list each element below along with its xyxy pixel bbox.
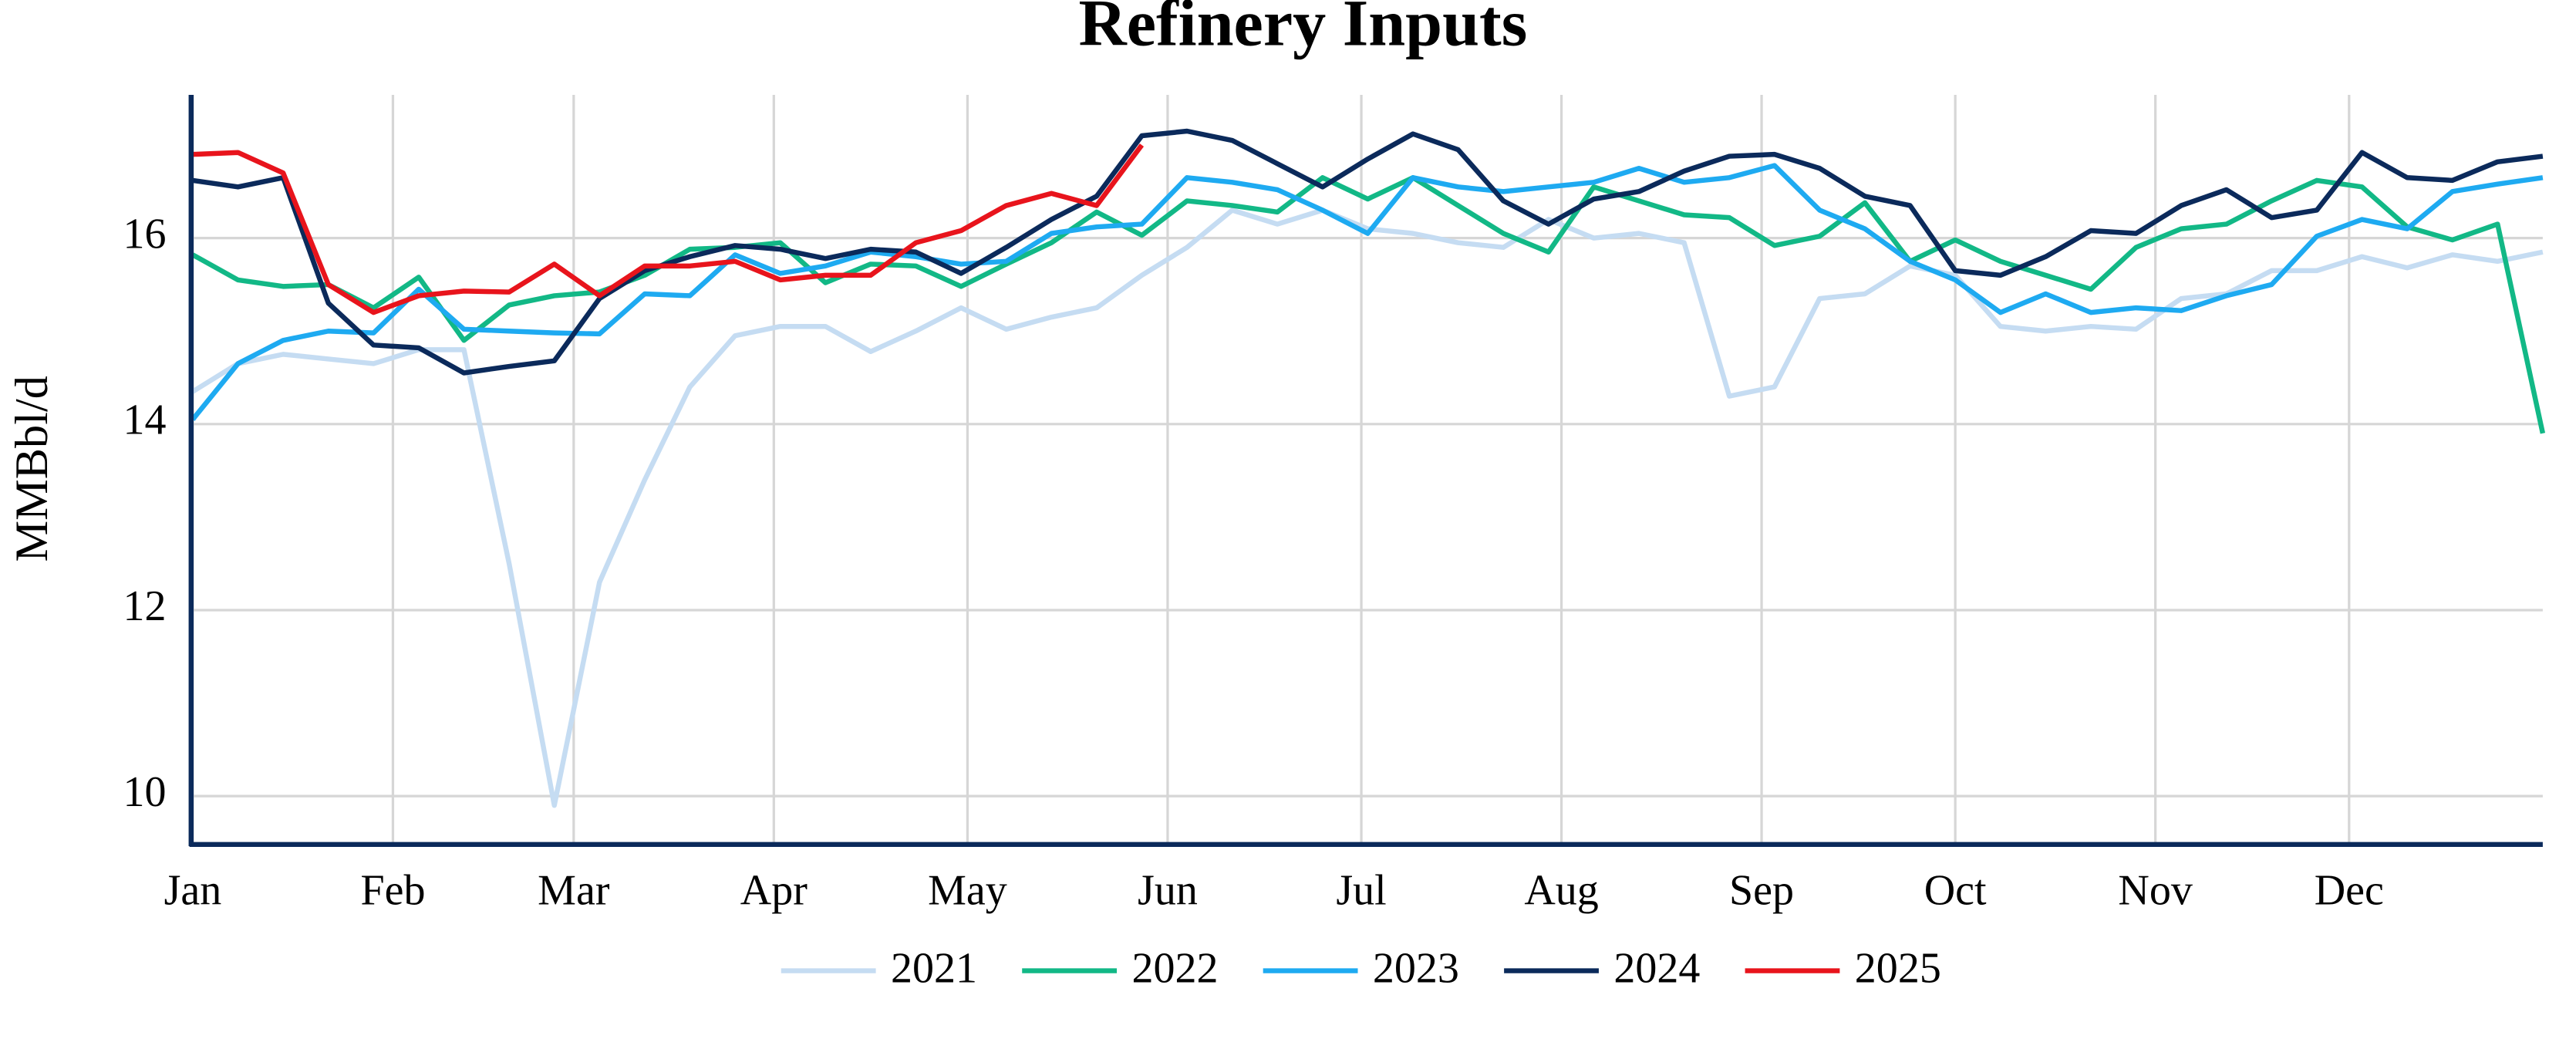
x-tick-label: Feb [360, 866, 425, 914]
x-tick-label: Mar [538, 866, 610, 914]
legend: 2021 2022 2023 2024 2025 [781, 945, 1941, 993]
series-line [192, 128, 2544, 376]
grid: 10 12 14 16 Jan Feb Mar Apr May Jun Jul Aug Sep Oct No… [123, 94, 2543, 914]
x-tick-label: May [928, 866, 1007, 914]
series-line [191, 207, 2544, 808]
y-tick-label: 16 [123, 211, 166, 258]
legend-label: 2023 [1373, 945, 1459, 993]
x-tick-label: Dec [2315, 866, 2384, 914]
x-tick-label: Jan [164, 866, 222, 914]
x-tick-label: Aug [1524, 866, 1598, 914]
legend-label: 2024 [1613, 945, 1700, 993]
x-tick-label: Jul [1336, 866, 1386, 914]
plot [191, 128, 2546, 808]
chart-title: Refinery Inputs [1078, 0, 1527, 60]
y-tick-label: 14 [123, 396, 166, 444]
series-line [191, 175, 2546, 434]
legend-label: 2021 [891, 945, 977, 993]
y-axis-label: MMBbl/d [6, 376, 58, 562]
series-line [192, 143, 1145, 315]
x-tick-label: Sep [1729, 866, 1794, 914]
x-tick-label: Nov [2118, 866, 2193, 914]
x-tick-label: Oct [1924, 866, 1987, 914]
legend-label: 2022 [1131, 945, 1218, 993]
x-tick-label: Jun [1138, 866, 1198, 914]
series-line [191, 163, 2544, 421]
legend-label: 2025 [1855, 945, 1941, 993]
y-tick-label: 12 [123, 582, 166, 630]
x-tick-label: Apr [740, 866, 808, 914]
y-tick-label: 10 [123, 768, 166, 816]
